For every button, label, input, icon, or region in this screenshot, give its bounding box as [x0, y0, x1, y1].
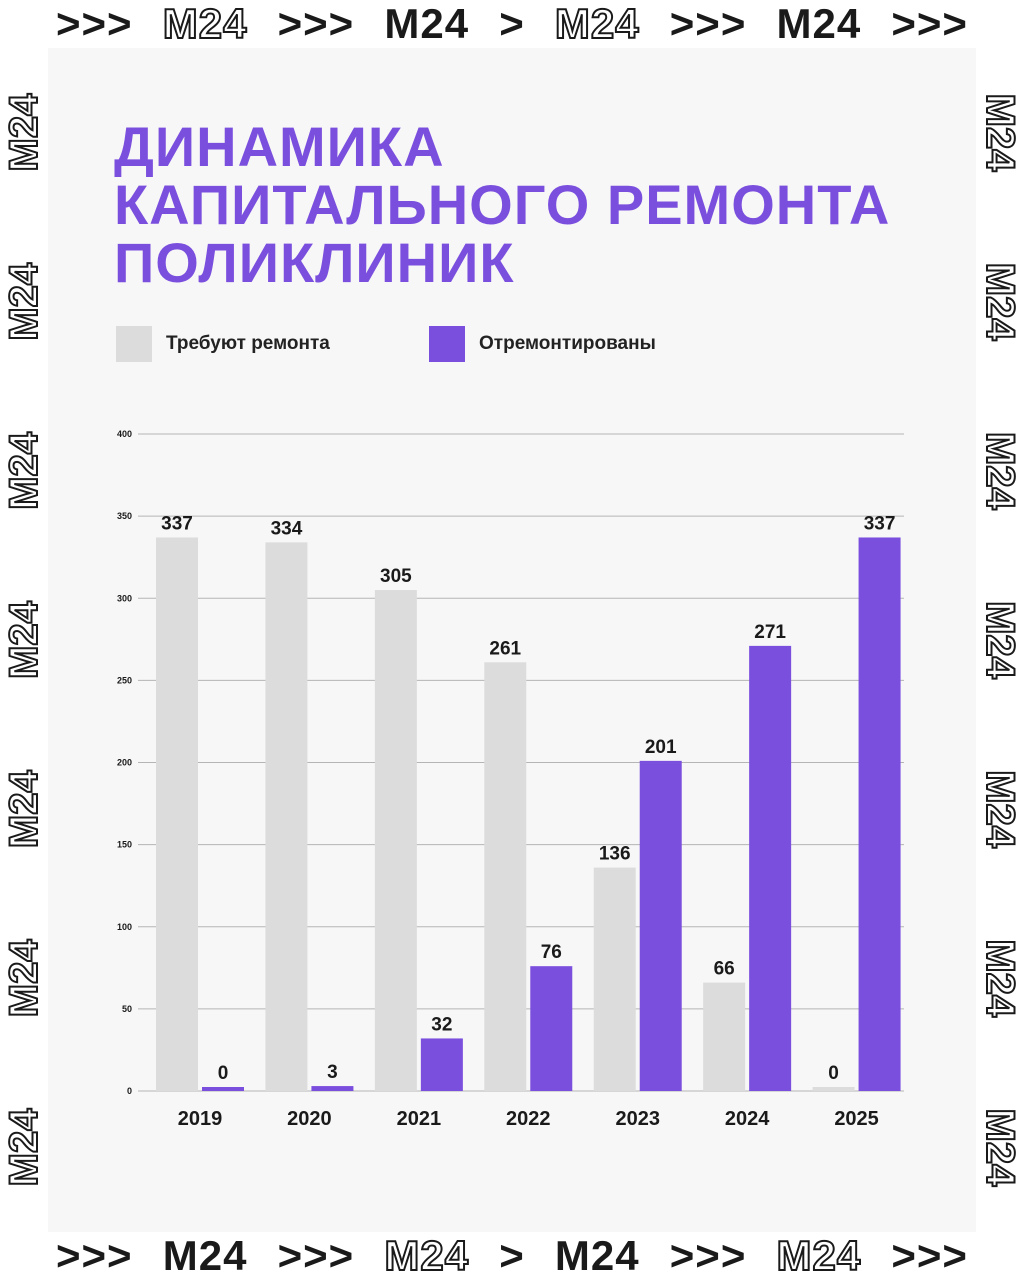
m24-logo-text: M24	[776, 1232, 862, 1280]
data-label: 0	[828, 1063, 839, 1084]
bar-needs-repair	[374, 590, 417, 1091]
legend-item-needs-repair: Требуют ремонта	[116, 326, 330, 362]
m24-logo-text: M24	[1, 93, 47, 173]
bar-repaired	[311, 1086, 354, 1091]
y-tick-label: 200	[117, 758, 132, 768]
m24-logo-text: M24	[162, 1232, 248, 1279]
chevron-arrows: >	[499, 0, 525, 47]
x-tick-label: 2019	[178, 1108, 223, 1130]
data-label: 0	[218, 1063, 229, 1084]
legend-swatch-repaired	[429, 326, 465, 362]
chevron-arrows: >>>	[669, 0, 747, 47]
data-label: 337	[161, 513, 193, 534]
m24-logo-text: M24	[1, 938, 47, 1018]
y-tick-label: 250	[117, 675, 132, 685]
m24-logo-text: M24	[977, 769, 1023, 849]
x-tick-label: 2022	[506, 1108, 551, 1130]
m24-logo-text: M24	[977, 600, 1023, 680]
data-label: 32	[431, 1014, 452, 1035]
legend-label-repaired: Отремонтированы	[479, 333, 656, 354]
x-tick-label: 2021	[397, 1108, 442, 1130]
m24-logo-text: M24	[977, 431, 1023, 511]
bar-needs-repair	[265, 542, 308, 1091]
data-label: 66	[714, 959, 735, 980]
x-tick-label: 2020	[287, 1108, 332, 1130]
data-label: 334	[271, 518, 303, 539]
x-tick-label: 2023	[615, 1108, 660, 1130]
m24-logo-text: M24	[776, 0, 862, 47]
bar-repaired	[420, 1038, 463, 1091]
chevron-arrows: >>>	[56, 0, 133, 47]
m24-logo-text: M24	[162, 0, 248, 48]
bar-needs-repair	[484, 662, 527, 1091]
m24-logo-text: M24	[1, 769, 47, 849]
data-label: 201	[645, 737, 677, 758]
bar-needs-repair	[703, 982, 746, 1091]
chevron-arrows: >>>	[891, 0, 968, 47]
y-tick-label: 0	[127, 1086, 132, 1096]
bar-needs-repair	[593, 867, 636, 1091]
y-tick-label: 50	[122, 1004, 132, 1014]
m24-logo-text: M24	[977, 93, 1023, 173]
data-label: 337	[864, 513, 896, 534]
m24-logo-text: M24	[1, 431, 47, 511]
bar-repaired	[858, 537, 901, 1091]
chart-title-line: ДИНАМИКА	[114, 115, 445, 178]
legend-label-needs-repair: Требуют ремонта	[166, 333, 330, 354]
y-tick-label: 400	[117, 429, 132, 439]
data-label: 3	[327, 1062, 338, 1083]
y-tick-label: 350	[117, 511, 132, 521]
bar-chart: 0501001502002503003504003370201933432020…	[117, 429, 904, 1130]
m24-logo-text: M24	[554, 1232, 640, 1279]
x-tick-label: 2025	[834, 1108, 879, 1130]
right-frame-band: M24 M24 M24 M24 M24 M24 M24	[976, 48, 1024, 1232]
data-label: 76	[541, 942, 562, 963]
m24-logo-text: M24	[1, 262, 47, 342]
m24-logo-text: M24	[383, 1232, 470, 1280]
m24-logo-text: M24	[554, 0, 640, 48]
chart-title-line: ПОЛИКЛИНИК	[114, 231, 515, 294]
y-tick-label: 100	[117, 922, 132, 932]
bottom-frame-band: >>> M24 >>> M24 > M24 >>> M24 >>>	[0, 1232, 1024, 1280]
chevron-arrows: >>>	[891, 1232, 968, 1279]
bar-repaired	[530, 966, 573, 1091]
legend-item-repaired: Отремонтированы	[429, 326, 656, 362]
x-tick-label: 2024	[725, 1108, 770, 1130]
data-label: 136	[599, 844, 631, 865]
y-tick-label: 150	[117, 840, 132, 850]
chart-panel: ДИНАМИКА КАПИТАЛЬНОГО РЕМОНТА ПОЛИКЛИНИК…	[48, 48, 976, 1232]
chevron-arrows: >>>	[277, 0, 355, 47]
bar-repaired	[202, 1087, 244, 1091]
chart-title: ДИНАМИКА КАПИТАЛЬНОГО РЕМОНТА ПОЛИКЛИНИК	[114, 118, 954, 292]
chevron-arrows: >>>	[669, 1232, 747, 1279]
chart-title-line: КАПИТАЛЬНОГО РЕМОНТА	[114, 173, 891, 236]
data-label: 305	[380, 566, 412, 587]
m24-logo-text: M24	[977, 938, 1023, 1018]
m24-logo-text: M24	[977, 262, 1023, 342]
m24-logo-text: M24	[384, 0, 470, 47]
m24-logo-text: M24	[1, 1108, 47, 1188]
left-frame-band: M24 M24 M24 M24 M24 M24 M24	[0, 48, 48, 1232]
legend-swatch-needs-repair	[116, 326, 152, 362]
data-label: 261	[489, 638, 521, 659]
y-tick-label: 300	[117, 593, 132, 603]
chevron-arrows: >	[499, 1232, 525, 1279]
chevron-arrows: >>>	[277, 1232, 355, 1279]
bar-repaired	[639, 760, 682, 1091]
m24-logo-text: M24	[1, 600, 47, 680]
top-frame-band: >>> M24 >>> M24 > M24 >>> M24 >>>	[0, 0, 1024, 48]
bar-repaired	[749, 645, 792, 1091]
bar-needs-repair	[812, 1087, 855, 1091]
bar-needs-repair	[156, 537, 198, 1091]
chevron-arrows: >>>	[56, 1232, 133, 1279]
m24-logo-text: M24	[977, 1108, 1023, 1188]
data-label: 271	[754, 622, 786, 643]
